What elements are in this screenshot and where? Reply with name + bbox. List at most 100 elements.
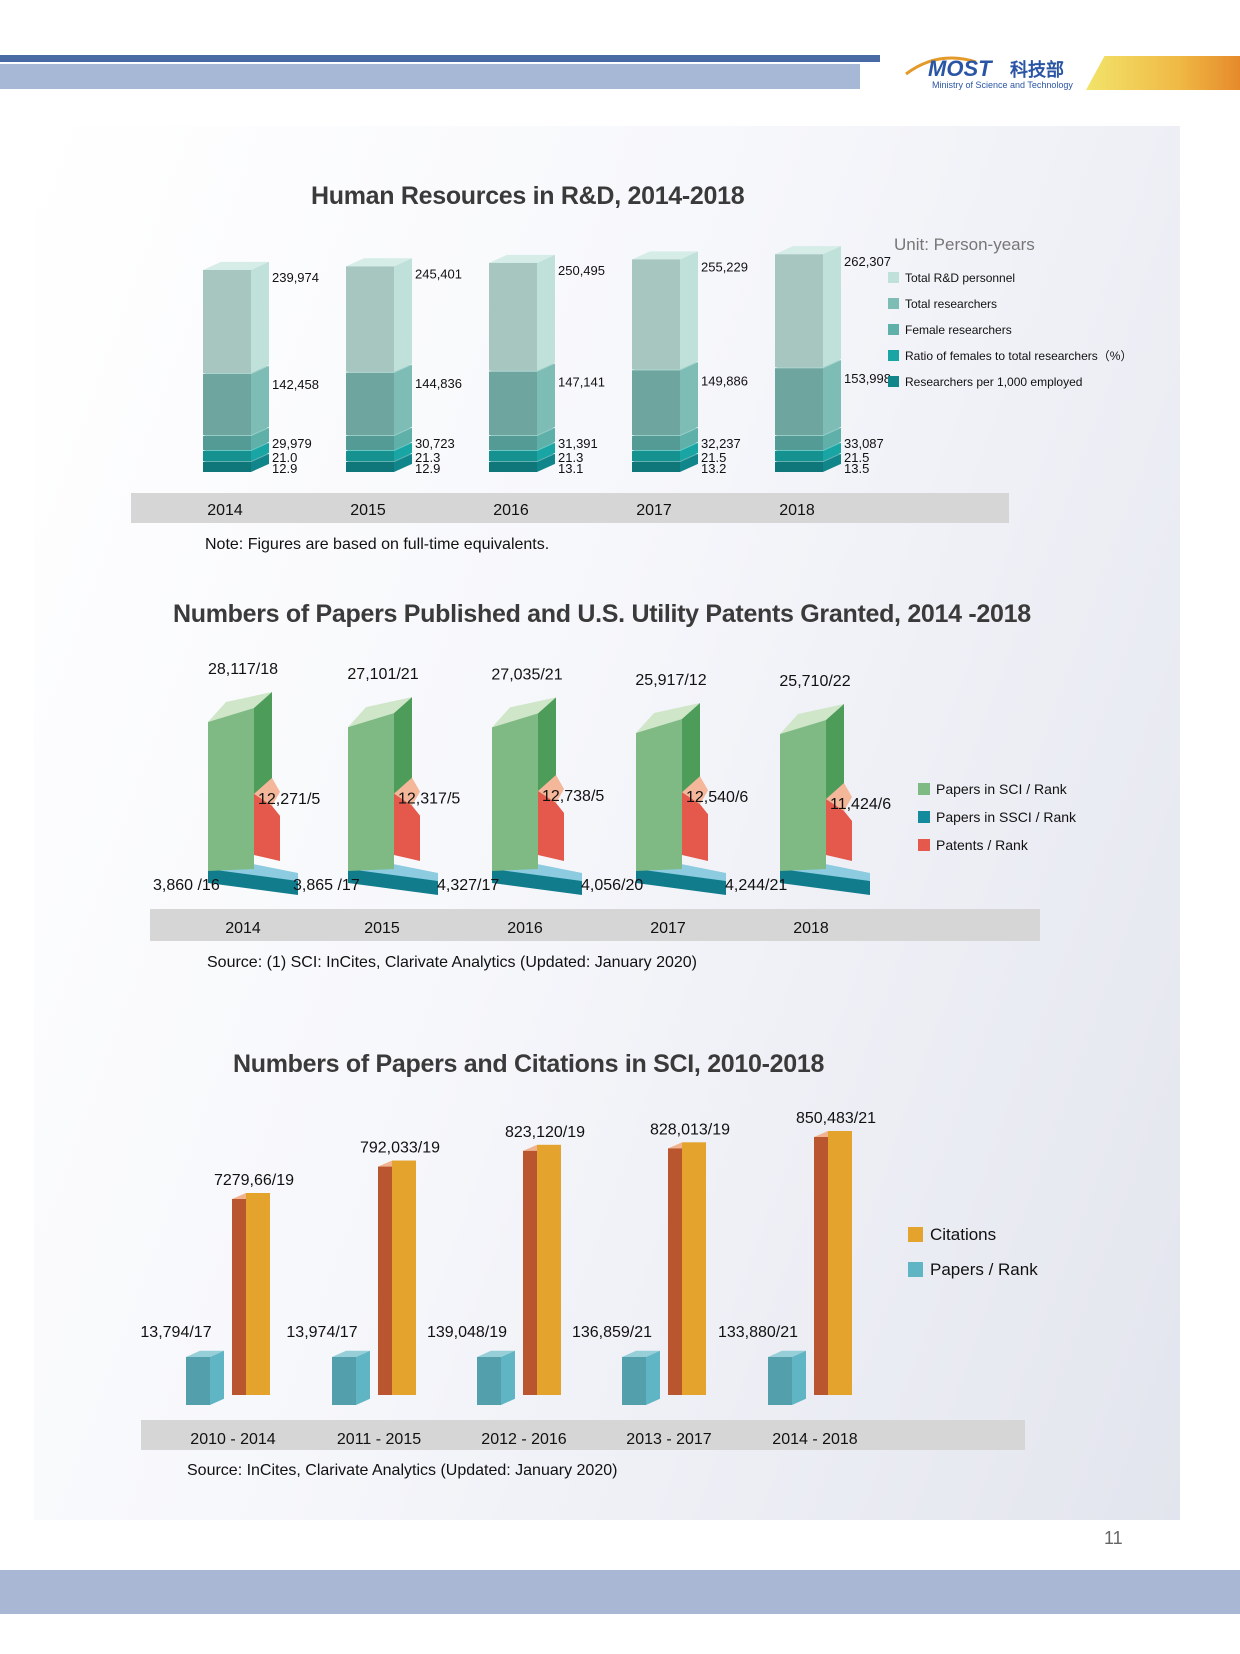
logo-text: MOST — [928, 56, 993, 81]
cit-bar-papers-2014 - 2018-side — [792, 1350, 806, 1405]
pp-label-sci-2014: 28,117/18 — [208, 661, 278, 678]
pp-xtick-2018: 2018 — [793, 920, 829, 937]
hr-legend-swatch-1 — [888, 298, 899, 309]
hr-label-researchers-2015: 144,836 — [415, 376, 462, 391]
pp-label-sci-2016: 27,035/21 — [491, 666, 562, 683]
cit-bar-citations-2010 - 2014 — [246, 1193, 270, 1395]
pp-bar-sci-2014 — [208, 708, 254, 871]
hr-xtick-2017: 2017 — [636, 502, 672, 519]
logo-swoosh-icon — [905, 56, 977, 76]
pp-bar-sci-top-2016 — [492, 697, 556, 728]
cit-legend-swatch-1 — [908, 1262, 923, 1277]
hr-label-ratio-2014: 21.0 — [272, 450, 297, 465]
hr-bar-total-2017-top — [632, 251, 698, 260]
hr-bar-ratio-2016-front — [489, 451, 537, 461]
cit-xtick-2010 - 2014: 2010 - 2014 — [190, 1431, 276, 1448]
cit-bar-papers-2012 - 2016-front — [477, 1357, 501, 1405]
cit-bar-papers-2012 - 2016-side — [501, 1350, 515, 1405]
citations-chart-title: Numbers of Papers and Citations in SCI, … — [233, 1050, 825, 1078]
cit-bar-citations-side-2014 - 2018 — [814, 1137, 828, 1395]
hr-legend-swatch-2 — [888, 324, 899, 335]
cit-label-papers-2012 - 2016: 139,048/19 — [427, 1324, 507, 1341]
hr-bar-per1000-2017-front — [632, 462, 680, 472]
papers-patents-chart: 28,117/18 12,271/5 3,860 /16 2014 27,101/21 1… — [150, 661, 1077, 941]
hr-bar-total-2015 — [346, 258, 412, 372]
pp-label-patents-2014: 12,271/5 — [258, 791, 320, 808]
cit-xtick-2012 - 2016: 2012 - 2016 — [481, 1431, 567, 1448]
hr-label-female-2017: 32,237 — [701, 436, 741, 451]
hr-label-total-2017: 255,229 — [701, 259, 748, 274]
cit-legend-swatch-0 — [908, 1227, 923, 1242]
hr-bar-ratio-2016-side — [537, 442, 555, 461]
pp-bar-sci-2016 — [492, 713, 538, 871]
hr-bar-total-2018-top — [775, 246, 841, 255]
header-stripe-light — [0, 64, 860, 89]
pp-label-ssci-2016: 4,327/17 — [437, 877, 499, 894]
hr-label-per1000-2014: 12.9 — [272, 461, 297, 476]
hr-label-female-2016: 31,391 — [558, 436, 598, 451]
papers-note: Source: (1) SCI: InCites, Clarivate Anal… — [207, 954, 697, 971]
pp-label-patents-2017: 12,540/6 — [686, 789, 748, 806]
cit-bar-papers-2012 - 2016-top — [477, 1350, 515, 1357]
hr-legend-swatch-4 — [888, 376, 899, 387]
cit-label-citations-2011 - 2015: 792,033/19 — [360, 1140, 440, 1157]
hr-bar-ratio-2018-side — [823, 442, 841, 461]
cit-bar-papers-2014 - 2018 — [768, 1350, 806, 1405]
pp-label-sci-2018: 25,710/22 — [779, 673, 850, 690]
hr-bar-total-2018-front — [775, 254, 823, 368]
cit-bar-papers-2011 - 2015-front — [332, 1357, 356, 1405]
cit-bar-citations-2013 - 2017 — [682, 1142, 706, 1395]
hr-bar-total-2014-side — [251, 261, 269, 373]
hr-bar-per1000-2017-side — [680, 453, 698, 472]
pp-bar-ssci-front-2014 — [208, 869, 298, 895]
hr-bar-total-2016-side — [537, 254, 555, 371]
hr-bar-researchers-2018-side — [823, 360, 841, 435]
hr-label-ratio-2016: 21.3 — [558, 450, 583, 465]
pp-label-patents-2015: 12,317/5 — [398, 791, 460, 808]
pp-xtick-2016: 2016 — [507, 920, 543, 937]
hr-bar-total-2017-side — [680, 251, 698, 370]
hr-bar-female-2016-front — [489, 436, 537, 450]
cit-bar-papers-2013 - 2017-front — [622, 1357, 646, 1405]
footer-bar — [0, 1570, 1240, 1614]
pp-bar-sci-2017 — [636, 718, 682, 871]
cit-bar-citations-2014 - 2018 — [828, 1131, 852, 1395]
hr-bar-female-2016-side — [537, 427, 555, 450]
hr-bar-ratio-2017-side — [680, 442, 698, 461]
hr-chart: 239,974142,45829,97921.012.92014245,4011… — [131, 235, 1132, 523]
hr-legend-label-4: Researchers per 1,000 employed — [905, 375, 1082, 389]
hr-bar-female-2014-side — [251, 427, 269, 450]
pp-label-ssci-2018: 4,244/21 — [725, 877, 787, 894]
pp-bar-sci-top-2015 — [348, 697, 412, 728]
hr-bar-ratio-2017-front — [632, 451, 680, 461]
hr-note: Note: Figures are based on full-time equ… — [205, 536, 550, 553]
hr-bar-total-2015-front — [346, 266, 394, 372]
hr-bar-total-2016 — [489, 254, 555, 371]
hr-bar-female-2017-side — [680, 427, 698, 450]
hr-bar-ratio-2015-front — [346, 451, 394, 461]
hr-bar-researchers-2018 — [775, 360, 841, 435]
hr-bar-researchers-2015 — [346, 364, 412, 435]
hr-label-per1000-2018: 13.5 — [844, 461, 869, 476]
pp-bar-patents-top-2018 — [826, 783, 852, 811]
hr-bar-total-2015-side — [394, 258, 412, 372]
pp-label-ssci-2015: 3,865 /17 — [293, 877, 360, 894]
cit-label-papers-2010 - 2014: 13,794/17 — [140, 1324, 211, 1341]
hr-bar-female-2017-front — [632, 436, 680, 450]
hr-legend-label-1: Total researchers — [905, 297, 997, 311]
cit-bar-papers-2012 - 2016 — [477, 1350, 515, 1405]
pp-label-ssci-2014: 3,860 /16 — [153, 877, 220, 894]
pp-bar-ssci-front-2015 — [348, 869, 438, 895]
logo-subtitle: Ministry of Science and Technology — [932, 80, 1073, 90]
hr-bar-female-2014-front — [203, 436, 251, 450]
cit-legend-label-1: Papers / Rank — [930, 1260, 1038, 1279]
cit-bar-papers-2013 - 2017-side — [646, 1350, 660, 1405]
hr-bar-researchers-2014-front — [203, 374, 251, 435]
hr-bar-total-2015-top — [346, 258, 412, 267]
hr-bar-researchers-2016-side — [537, 363, 555, 435]
hr-axis-band — [131, 493, 1009, 523]
pp-legend-label-2: Patents / Rank — [936, 837, 1029, 853]
hr-label-researchers-2016: 147,141 — [558, 375, 605, 390]
hr-bar-ratio-2018-front — [775, 451, 823, 461]
pp-legend-swatch-0 — [918, 783, 930, 795]
